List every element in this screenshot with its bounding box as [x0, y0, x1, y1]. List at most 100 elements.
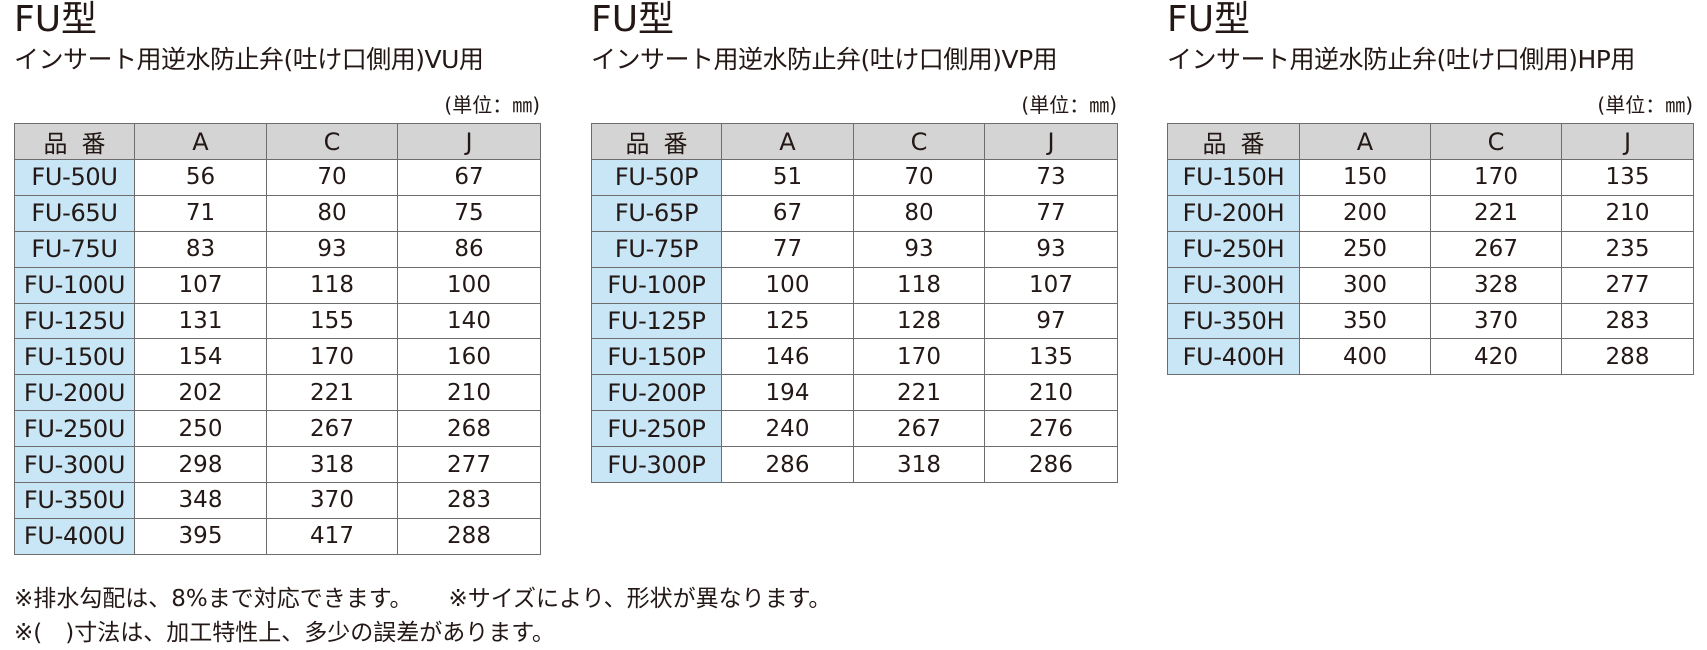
spec-table-hp: 品番 A C J FU-150H 150 170 135 FU-200H 200 221 2…	[1167, 123, 1694, 376]
part-number-cell: FU-200U	[14, 374, 135, 412]
dim-a-cell: 125	[721, 302, 854, 340]
header-c: C	[853, 123, 985, 160]
header-j: J	[1561, 123, 1694, 160]
table-row: FU-65P 67 80 77	[591, 194, 1118, 232]
note-slope: ※排水勾配は、8%まで対応できます。	[14, 586, 413, 612]
dim-a-cell: 146	[721, 338, 854, 376]
dim-a-cell: 194	[721, 374, 854, 412]
dim-a-cell: 83	[134, 230, 267, 268]
dim-c-cell: 155	[266, 302, 398, 340]
part-number-cell: FU-350U	[14, 482, 135, 519]
part-number-cell: FU-50P	[591, 159, 722, 196]
table-row: FU-75U 83 93 86	[14, 230, 541, 268]
table-row: FU-100P 100 118 107	[591, 266, 1118, 304]
dim-c-cell: 70	[266, 159, 398, 196]
dim-a-cell: 300	[1299, 266, 1431, 304]
dim-j-cell: 283	[1561, 302, 1694, 340]
dim-c-cell: 267	[853, 410, 985, 448]
part-number-cell: FU-200H	[1167, 194, 1300, 232]
dim-a-cell: 395	[134, 517, 267, 555]
header-j: J	[984, 123, 1118, 160]
table-row: FU-150U 154 170 160	[14, 338, 541, 376]
dim-j-cell: 210	[397, 374, 541, 412]
dim-a-cell: 348	[134, 482, 267, 519]
table-row: FU-125P 125 128 97	[591, 302, 1118, 340]
dim-a-cell: 71	[134, 194, 267, 232]
dim-j-cell: 73	[984, 159, 1118, 196]
block-subtitle: インサート用逆水防止弁(吐け口側用)VP用	[591, 45, 1058, 74]
table-row: FU-300H 300 328 277	[1167, 266, 1694, 304]
table-row: FU-300P 286 318 286	[591, 446, 1118, 484]
unit-label: (単位：㎜)	[1021, 93, 1117, 117]
dim-c-cell: 170	[1430, 159, 1562, 196]
dim-a-cell: 51	[721, 159, 854, 196]
header-c: C	[1430, 123, 1562, 160]
dim-c-cell: 318	[266, 446, 398, 484]
table-row: FU-200H 200 221 210	[1167, 194, 1694, 232]
header-row: 品番 A C J	[1167, 123, 1694, 160]
dim-c-cell: 221	[266, 374, 398, 412]
table-row: FU-150P 146 170 135	[591, 338, 1118, 376]
table-row: FU-250U 250 267 268	[14, 410, 541, 448]
dim-j-cell: 86	[397, 230, 541, 268]
header-row: 品番 A C J	[14, 123, 541, 160]
part-number-cell: FU-50U	[14, 159, 135, 196]
dim-j-cell: 93	[984, 230, 1118, 268]
table-row: FU-350H 350 370 283	[1167, 302, 1694, 340]
dim-c-cell: 70	[853, 159, 985, 196]
block-title: FU型	[14, 0, 98, 40]
block-title: FU型	[591, 0, 675, 40]
dim-c-cell: 420	[1430, 338, 1562, 376]
part-number-cell: FU-65P	[591, 194, 722, 232]
note-shape: ※サイズにより、形状が異なります。	[448, 586, 832, 612]
dim-j-cell: 160	[397, 338, 541, 376]
dim-c-cell: 370	[1430, 302, 1562, 340]
dim-c-cell: 221	[1430, 194, 1562, 232]
dim-a-cell: 67	[721, 194, 854, 232]
header-j: J	[397, 123, 541, 160]
dim-a-cell: 77	[721, 230, 854, 268]
part-number-cell: FU-65U	[14, 194, 135, 232]
part-number-cell: FU-125U	[14, 302, 135, 340]
dim-j-cell: 135	[984, 338, 1118, 376]
part-number-cell: FU-100P	[591, 266, 722, 304]
dim-j-cell: 277	[1561, 266, 1694, 304]
dim-c-cell: 170	[853, 338, 985, 376]
dim-a-cell: 250	[134, 410, 267, 448]
part-number-cell: FU-300P	[591, 446, 722, 484]
dim-j-cell: 288	[1561, 338, 1694, 376]
header-row: 品番 A C J	[591, 123, 1118, 160]
header-a: A	[1299, 123, 1431, 160]
header-a: A	[721, 123, 854, 160]
part-number-cell: FU-250H	[1167, 230, 1300, 268]
dim-j-cell: 77	[984, 194, 1118, 232]
table-row: FU-50P 51 70 73	[591, 159, 1118, 196]
dim-a-cell: 400	[1299, 338, 1431, 376]
dim-j-cell: 210	[984, 374, 1118, 412]
dim-j-cell: 135	[1561, 159, 1694, 196]
dim-c-cell: 93	[853, 230, 985, 268]
footnotes: ※排水勾配は、8%まで対応できます。 ※サイズにより、形状が異なります。 ※( )…	[14, 582, 831, 650]
table-row: FU-200U 202 221 210	[14, 374, 541, 412]
dim-j-cell: 288	[397, 517, 541, 555]
table-row: FU-400U 395 417 288	[14, 517, 541, 555]
dim-j-cell: 75	[397, 194, 541, 232]
dim-j-cell: 268	[397, 410, 541, 448]
block-subtitle: インサート用逆水防止弁(吐け口側用)VU用	[14, 45, 484, 74]
dim-j-cell: 283	[397, 482, 541, 519]
table-row: FU-250P 240 267 276	[591, 410, 1118, 448]
dim-j-cell: 97	[984, 302, 1118, 340]
header-part-number: 品番	[14, 123, 135, 160]
dim-c-cell: 370	[266, 482, 398, 519]
header-c: C	[266, 123, 398, 160]
header-part-number: 品番	[1167, 123, 1300, 160]
dim-j-cell: 276	[984, 410, 1118, 448]
part-number-cell: FU-75U	[14, 230, 135, 268]
header-part-number: 品番	[591, 123, 722, 160]
part-number-cell: FU-400U	[14, 517, 135, 555]
part-number-cell: FU-150P	[591, 338, 722, 376]
table-row: FU-150H 150 170 135	[1167, 159, 1694, 196]
part-number-cell: FU-125P	[591, 302, 722, 340]
part-number-cell: FU-100U	[14, 266, 135, 304]
dim-a-cell: 131	[134, 302, 267, 340]
